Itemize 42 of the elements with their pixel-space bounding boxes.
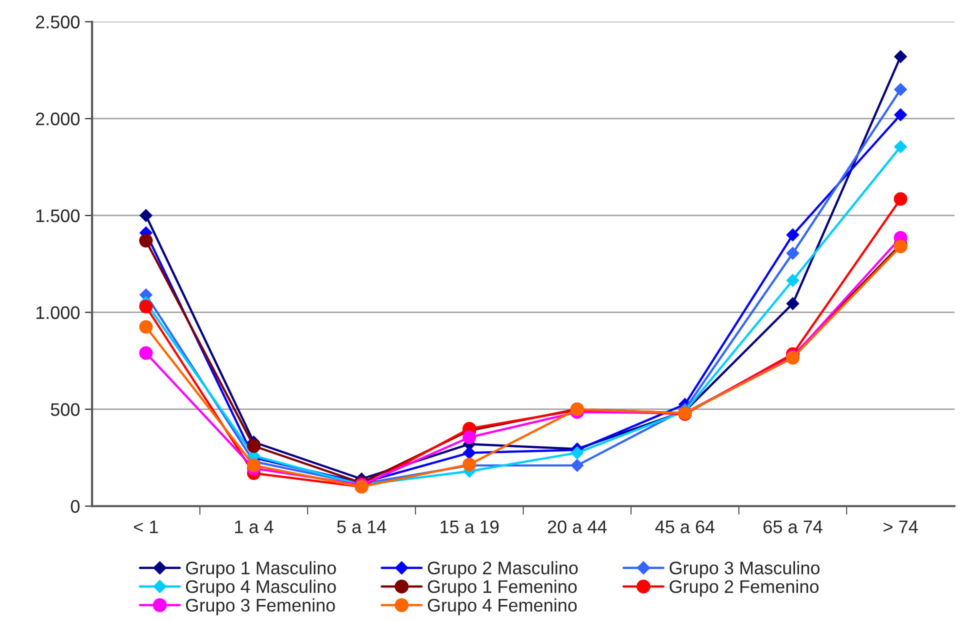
x-tick-label: 1 a 4 [235,520,274,534]
point [894,140,907,154]
x-tick-label: 5 a 14 [337,520,386,534]
point [570,446,584,460]
point [894,192,908,206]
point [786,246,800,260]
legend-label: Grupo 4 Femenino [428,598,577,616]
x-tick-label: 65 a 74 [764,520,822,534]
point [139,234,153,248]
point [246,439,261,453]
point [570,459,584,472]
point [246,458,261,472]
x-tick-label: 45 a 64 [655,520,715,534]
point [894,83,907,96]
point [786,228,800,242]
legend-label: Grupo 3 Masculino [670,561,820,578]
y-tick-label: 2.500 [36,16,80,28]
point [139,320,153,334]
point [139,300,153,314]
x-tick-label: 20 a 44 [548,520,607,534]
y-tick-label: 1.000 [36,306,80,320]
point [786,297,800,310]
y-tick-label: 2.000 [36,112,80,126]
point [894,50,907,64]
point [786,274,800,287]
legend-label: Grupo 4 Masculino [186,580,336,597]
point [140,209,152,222]
x-tick-label: 15 a 19 [440,520,499,534]
y-tick-label: 0 [70,500,80,513]
point [462,430,476,444]
y-tick-label: 1.500 [36,209,80,222]
legend-label: Grupo 2 Femenino [670,580,819,597]
legend-label: Grupo 1 Masculino [186,561,336,578]
x-tick-label: < 1 [134,520,158,534]
y-tick-label: 500 [50,403,80,416]
legend-label: Grupo 2 Masculino [428,561,578,578]
point [462,446,476,460]
legend-label: Grupo 3 Femenino [186,598,335,616]
x-tick-label: > 74 [884,520,918,534]
point [894,108,907,122]
point [139,346,153,360]
legend-label: Grupo 1 Femenino [428,580,577,597]
